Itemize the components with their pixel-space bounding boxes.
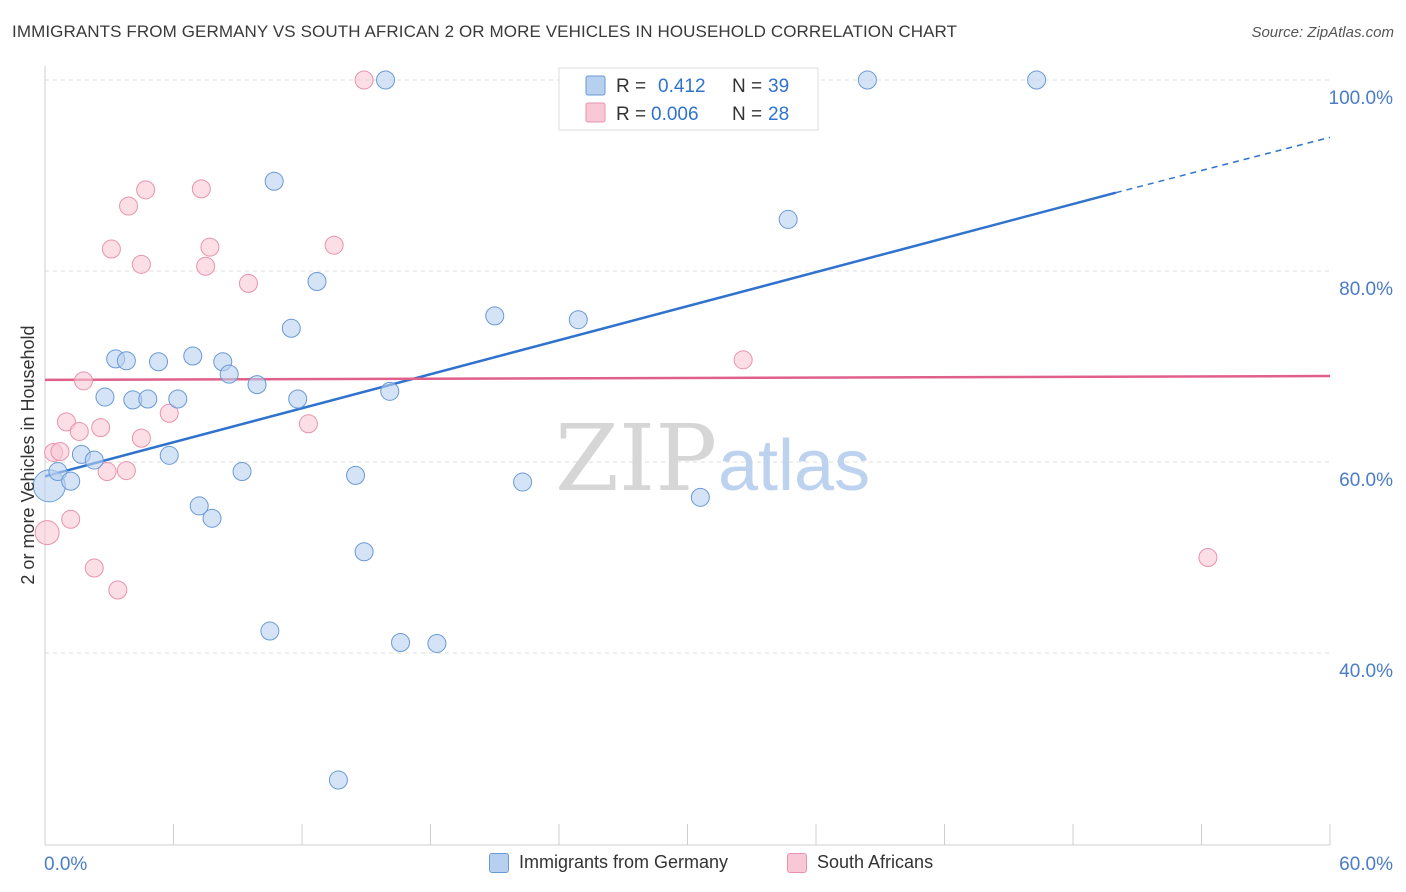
chart-title: IMMIGRANTS FROM GERMANY VS SOUTH AFRICAN… xyxy=(12,22,958,41)
axis-layer: 100.0% 80.0% 60.0% 40.0% 0.0% 60.0% xyxy=(44,66,1393,875)
point-south-africans xyxy=(50,441,70,461)
point-germany xyxy=(376,70,396,90)
source-credit: Source: ZipAtlas.com xyxy=(1251,24,1394,41)
point-south-africans xyxy=(238,273,258,293)
legend-label-germany: Immigrants from Germany xyxy=(519,852,729,872)
point-germany xyxy=(513,472,533,492)
point-germany xyxy=(346,465,366,485)
legend-item-south-africans[interactable]: South Africans xyxy=(787,852,933,873)
point-south-africans xyxy=(56,412,76,432)
grid-layer xyxy=(45,79,1330,654)
point-south-africans xyxy=(733,350,753,370)
point-germany xyxy=(380,381,400,401)
point-germany xyxy=(328,770,348,790)
point-germany xyxy=(568,310,588,330)
point-south-africans xyxy=(136,180,156,200)
x-tick-label-left: 0.0% xyxy=(44,854,87,875)
point-south-africans xyxy=(116,461,136,481)
point-south-africans xyxy=(34,520,60,546)
point-germany xyxy=(857,70,877,90)
point-germany xyxy=(247,375,267,395)
stats-n-label-1: N = xyxy=(732,76,762,97)
point-germany xyxy=(690,487,710,507)
watermark-atlas: atlas xyxy=(718,426,870,506)
point-germany xyxy=(288,389,308,409)
stats-r-label-1: R = xyxy=(616,76,646,97)
point-south-africans xyxy=(200,237,220,257)
stats-r-value-2: 0.006 xyxy=(651,104,699,125)
y-tick-label: 60.0% xyxy=(1339,470,1393,491)
point-germany xyxy=(307,272,327,292)
y-tick-label: 80.0% xyxy=(1339,279,1393,300)
point-germany xyxy=(232,462,252,482)
point-south-africans xyxy=(61,509,81,529)
point-germany xyxy=(281,318,301,338)
legend-item-germany[interactable]: Immigrants from Germany xyxy=(489,852,728,873)
stats-n-label-2: N = xyxy=(732,104,762,125)
point-south-africans xyxy=(69,421,89,441)
point-germany xyxy=(264,171,284,191)
y-tick-label: 40.0% xyxy=(1339,661,1393,682)
x-tick-label-right: 60.0% xyxy=(1339,854,1393,875)
stats-n-value-1: 39 xyxy=(768,76,789,97)
y-axis-label: 2 or more Vehicles in Household xyxy=(18,325,38,584)
point-south-africans xyxy=(196,256,216,276)
point-germany xyxy=(138,389,158,409)
point-germany xyxy=(1027,70,1047,90)
point-germany xyxy=(219,364,239,384)
stats-r-label-2: R = xyxy=(616,104,646,125)
point-south-africans xyxy=(101,239,121,259)
point-south-africans xyxy=(324,235,344,255)
point-germany xyxy=(485,306,505,326)
point-south-africans xyxy=(191,179,211,199)
trend-line-germany xyxy=(44,191,1117,478)
legend-swatch-pink xyxy=(787,852,807,873)
point-germany xyxy=(354,542,374,562)
point-germany xyxy=(391,632,411,652)
point-south-africans xyxy=(97,462,117,482)
point-south-africans xyxy=(1198,548,1218,567)
points-layer xyxy=(32,70,1218,790)
point-germany xyxy=(116,351,136,371)
point-south-africans xyxy=(298,414,318,434)
point-germany xyxy=(189,496,209,516)
point-germany xyxy=(183,346,203,366)
point-germany xyxy=(202,508,222,528)
point-south-africans xyxy=(84,558,104,578)
stats-swatch-blue xyxy=(585,75,606,96)
point-germany xyxy=(95,387,115,407)
watermark: ZIP atlas xyxy=(555,405,870,512)
point-south-africans xyxy=(159,403,179,423)
point-germany xyxy=(260,621,280,641)
point-germany xyxy=(61,471,81,491)
point-south-africans xyxy=(131,254,151,274)
point-south-africans xyxy=(119,196,139,216)
watermark-zip: ZIP xyxy=(555,405,717,512)
stats-swatch-pink xyxy=(585,102,606,123)
point-germany xyxy=(149,352,169,372)
point-germany xyxy=(168,389,188,409)
y-tick-label: 100.0% xyxy=(1329,88,1394,109)
point-germany xyxy=(159,445,179,465)
bottom-legend: Immigrants from Germany South Africans xyxy=(0,852,1406,878)
point-south-africans xyxy=(74,371,94,391)
legend-label-south-africans: South Africans xyxy=(817,852,934,872)
point-germany xyxy=(427,633,447,653)
point-south-africans xyxy=(354,70,374,90)
stats-legend: R = 0.412 N = 39 R = 0.006 N = 28 xyxy=(558,67,819,131)
stats-n-value-2: 28 xyxy=(768,104,789,125)
stats-r-value-1: 0.412 xyxy=(658,76,706,97)
point-south-africans xyxy=(131,428,151,448)
point-south-africans xyxy=(91,418,111,438)
trend-line-extension xyxy=(1115,136,1331,194)
point-south-africans xyxy=(108,580,128,600)
point-germany xyxy=(778,209,798,229)
point-germany xyxy=(84,450,104,470)
legend-swatch-blue xyxy=(489,852,509,873)
point-germany xyxy=(48,462,68,482)
